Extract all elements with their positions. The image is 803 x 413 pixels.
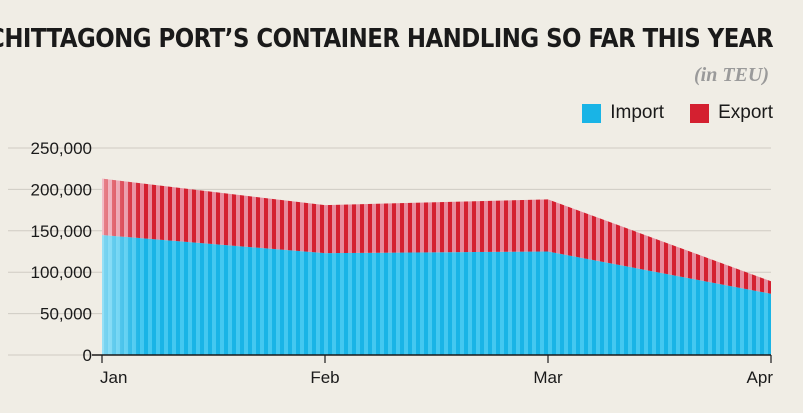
x-tick-label: Apr — [747, 368, 774, 387]
x-tick-label: Mar — [533, 368, 563, 387]
y-axis: 0 50,000 100,000 150,000 200,000 250,000 — [31, 139, 92, 365]
y-tick-label: 100,000 — [31, 263, 92, 282]
legend-item-import: Import — [582, 102, 664, 124]
legend: Import Export — [582, 102, 773, 124]
y-tick-label: 200,000 — [31, 180, 92, 199]
series-area-import — [102, 234, 771, 355]
chart-subtitle: (in TEU) — [694, 64, 769, 86]
series-area-export — [102, 178, 771, 294]
legend-label-import: Import — [610, 102, 665, 123]
y-tick-label: 0 — [83, 346, 92, 365]
legend-label-export: Export — [718, 102, 773, 123]
y-tick-label: 250,000 — [31, 139, 92, 158]
legend-item-export: Export — [690, 102, 773, 124]
x-axis: Jan Feb Mar Apr — [92, 354, 774, 387]
legend-swatch-export — [690, 103, 710, 123]
legend-swatch-import — [582, 103, 602, 123]
chart-title: CHITTAGONG PORT’S CONTAINER HANDLING SO … — [0, 24, 774, 54]
y-tick-label: 50,000 — [40, 305, 92, 324]
y-tick-label: 150,000 — [31, 222, 92, 241]
x-tick-label: Feb — [310, 368, 339, 387]
area-highlight — [102, 178, 142, 355]
plot-area — [102, 178, 771, 355]
x-tick-label: Jan — [100, 368, 127, 387]
